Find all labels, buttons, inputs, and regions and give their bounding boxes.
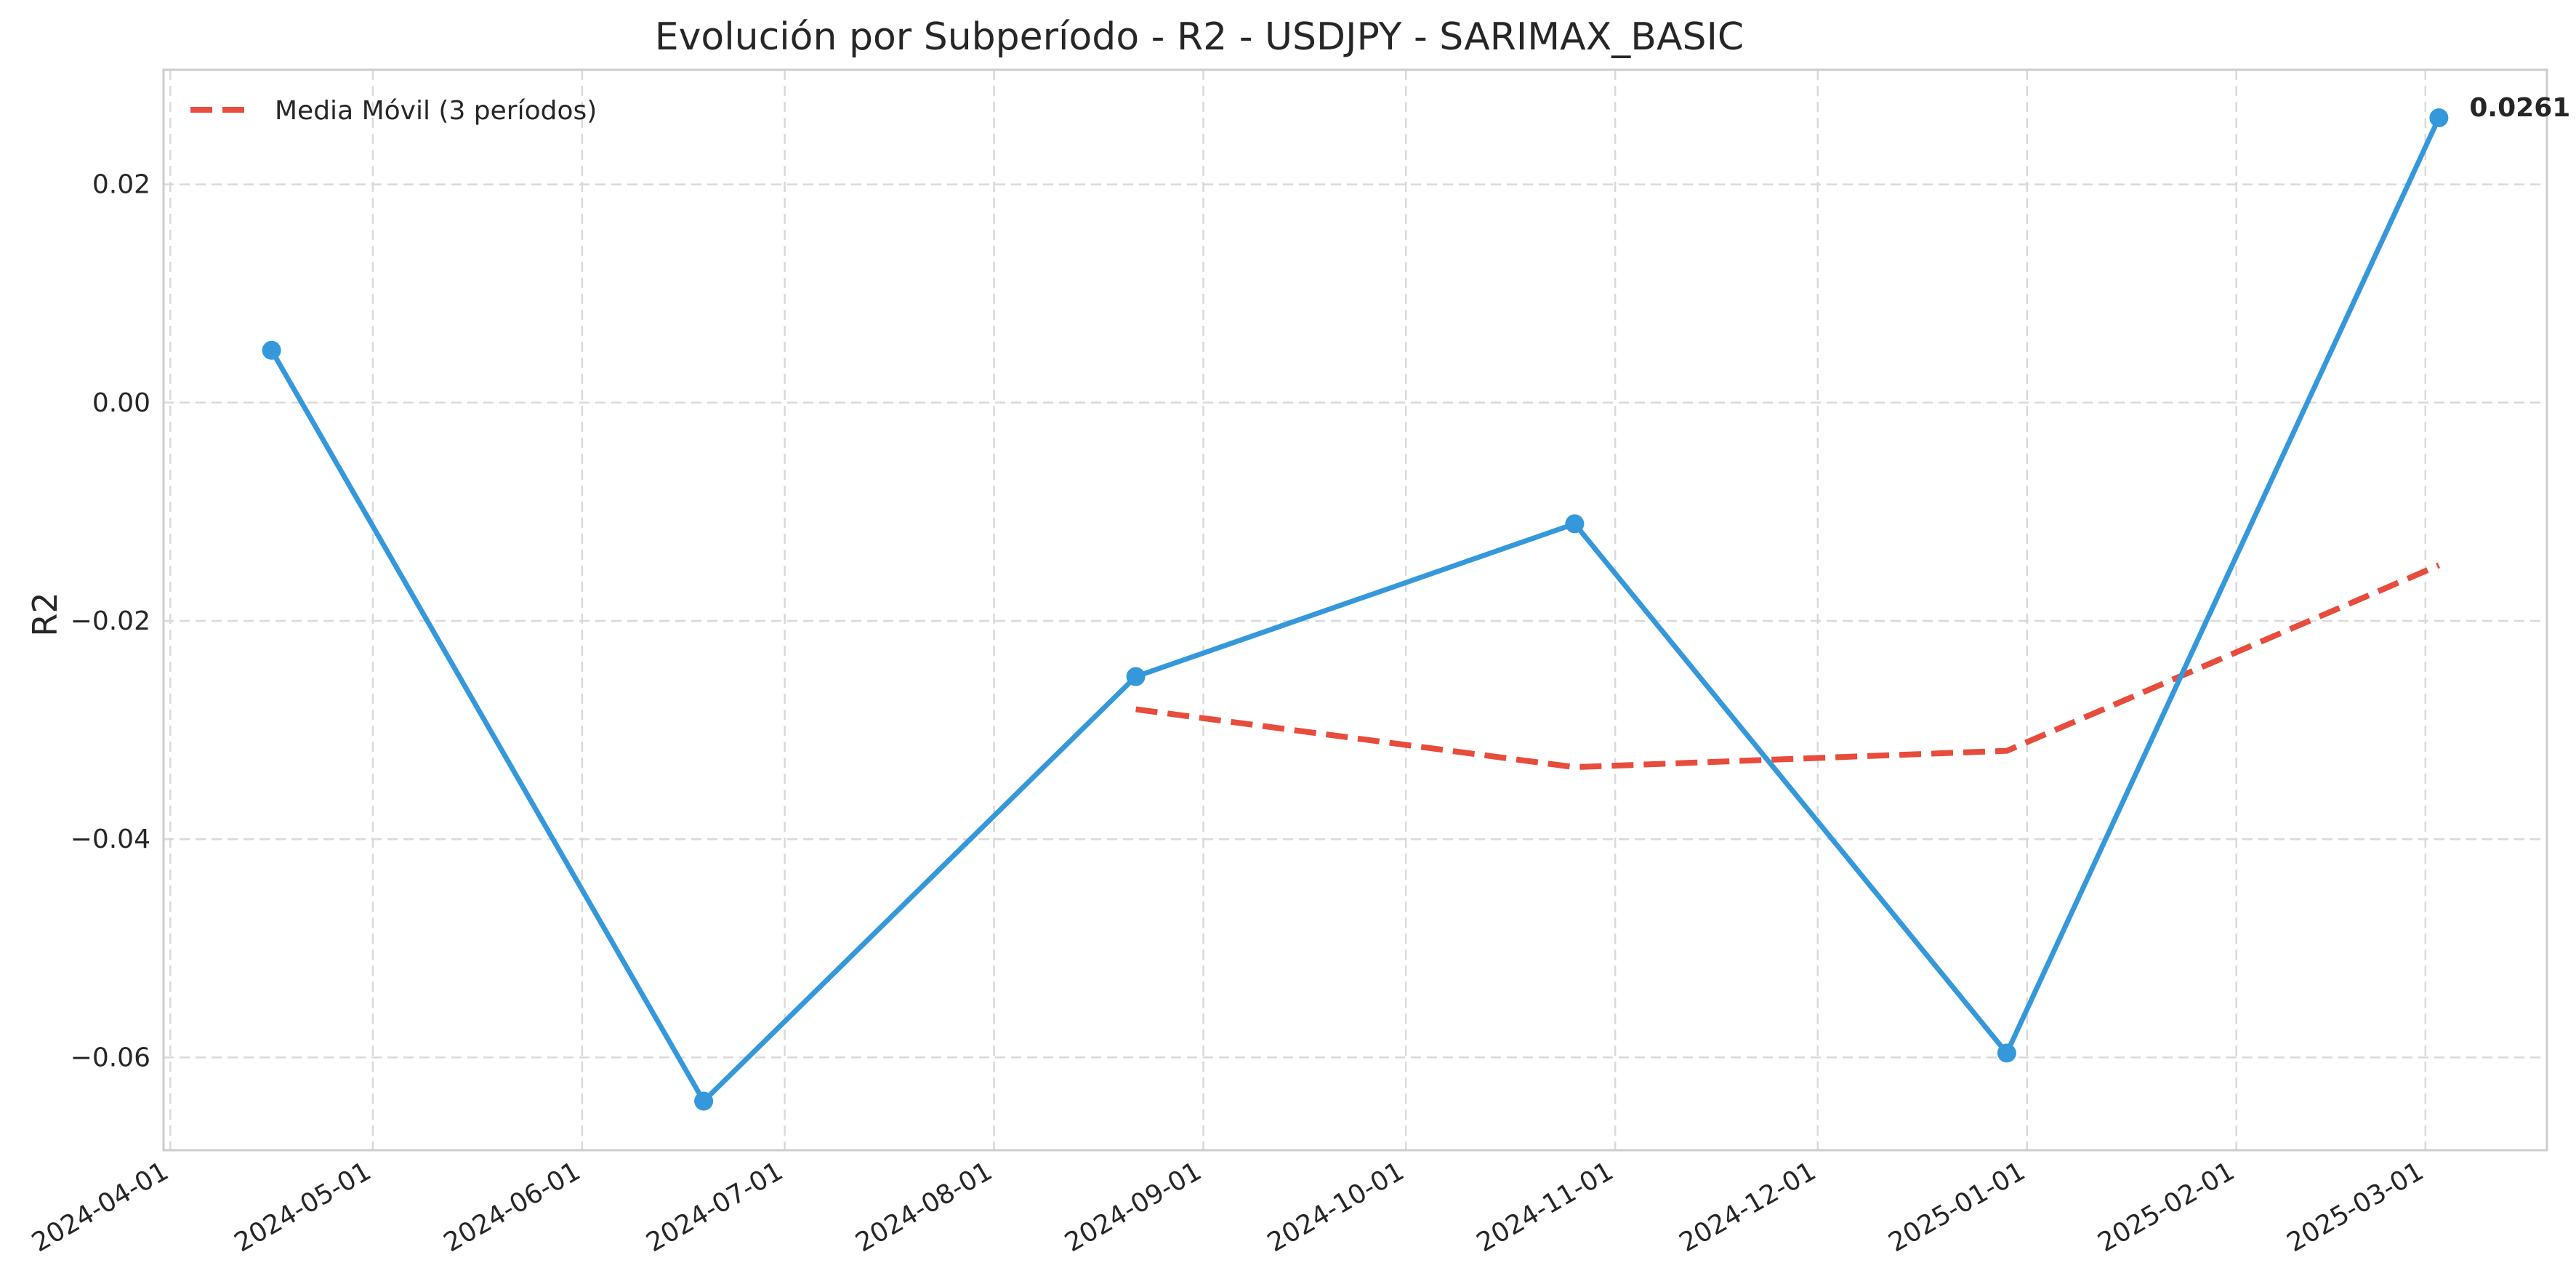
r2-data-point — [694, 1091, 714, 1111]
y-tick-label: −0.06 — [71, 1043, 150, 1072]
r2-data-point — [1997, 1043, 2016, 1063]
y-axis-label: R2 — [25, 592, 65, 636]
series-layer: 0.0261 — [262, 93, 2570, 1111]
y-tick-label: 0.02 — [92, 170, 150, 200]
r2-series-line — [269, 116, 2442, 1104]
r2-data-point — [262, 340, 281, 360]
last-value-annotation: 0.0261 — [2469, 93, 2570, 123]
plot-frame — [162, 68, 2548, 1152]
moving-average-line — [1135, 562, 2440, 771]
gridlines — [164, 70, 2547, 1150]
r2-data-point — [1126, 667, 1146, 686]
y-axis-ticks: 0.02 0.00 −0.02 −0.04 −0.06 — [71, 170, 150, 1073]
y-tick-label: −0.04 — [71, 824, 150, 854]
r2-data-point — [1565, 514, 1585, 534]
legend-label-moving-average: Media Móvil (3 períodos) — [275, 96, 597, 126]
y-tick-label: 0.00 — [92, 388, 150, 418]
r2-data-point — [2429, 108, 2449, 128]
chart-title: Evolución por Subperíodo - R2 - USDJPY -… — [655, 15, 1744, 59]
y-tick-label: −0.02 — [71, 606, 150, 636]
legend: Media Móvil (3 períodos) — [190, 96, 597, 126]
